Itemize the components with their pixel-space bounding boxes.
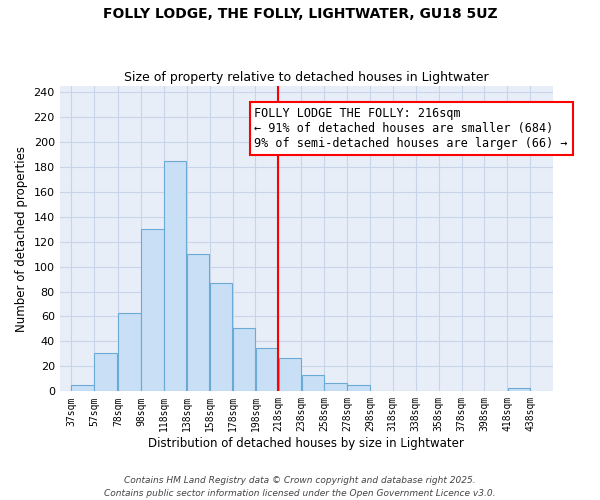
Bar <box>256 348 278 392</box>
Bar <box>347 385 370 392</box>
Bar <box>187 254 209 392</box>
Bar <box>278 358 301 392</box>
Bar <box>71 385 94 392</box>
Bar <box>164 160 187 392</box>
Title: Size of property relative to detached houses in Lightwater: Size of property relative to detached ho… <box>124 72 488 85</box>
Bar <box>94 352 116 392</box>
Bar <box>325 382 347 392</box>
Bar <box>141 229 164 392</box>
Text: Contains HM Land Registry data © Crown copyright and database right 2025.
Contai: Contains HM Land Registry data © Crown c… <box>104 476 496 498</box>
Bar <box>118 312 140 392</box>
Text: FOLLY LODGE, THE FOLLY, LIGHTWATER, GU18 5UZ: FOLLY LODGE, THE FOLLY, LIGHTWATER, GU18… <box>103 8 497 22</box>
Y-axis label: Number of detached properties: Number of detached properties <box>15 146 28 332</box>
Text: FOLLY LODGE THE FOLLY: 216sqm
← 91% of detached houses are smaller (684)
9% of s: FOLLY LODGE THE FOLLY: 216sqm ← 91% of d… <box>254 107 568 150</box>
Bar <box>302 375 324 392</box>
Bar <box>508 388 530 392</box>
Bar <box>210 283 232 392</box>
X-axis label: Distribution of detached houses by size in Lightwater: Distribution of detached houses by size … <box>148 437 464 450</box>
Bar <box>233 328 255 392</box>
